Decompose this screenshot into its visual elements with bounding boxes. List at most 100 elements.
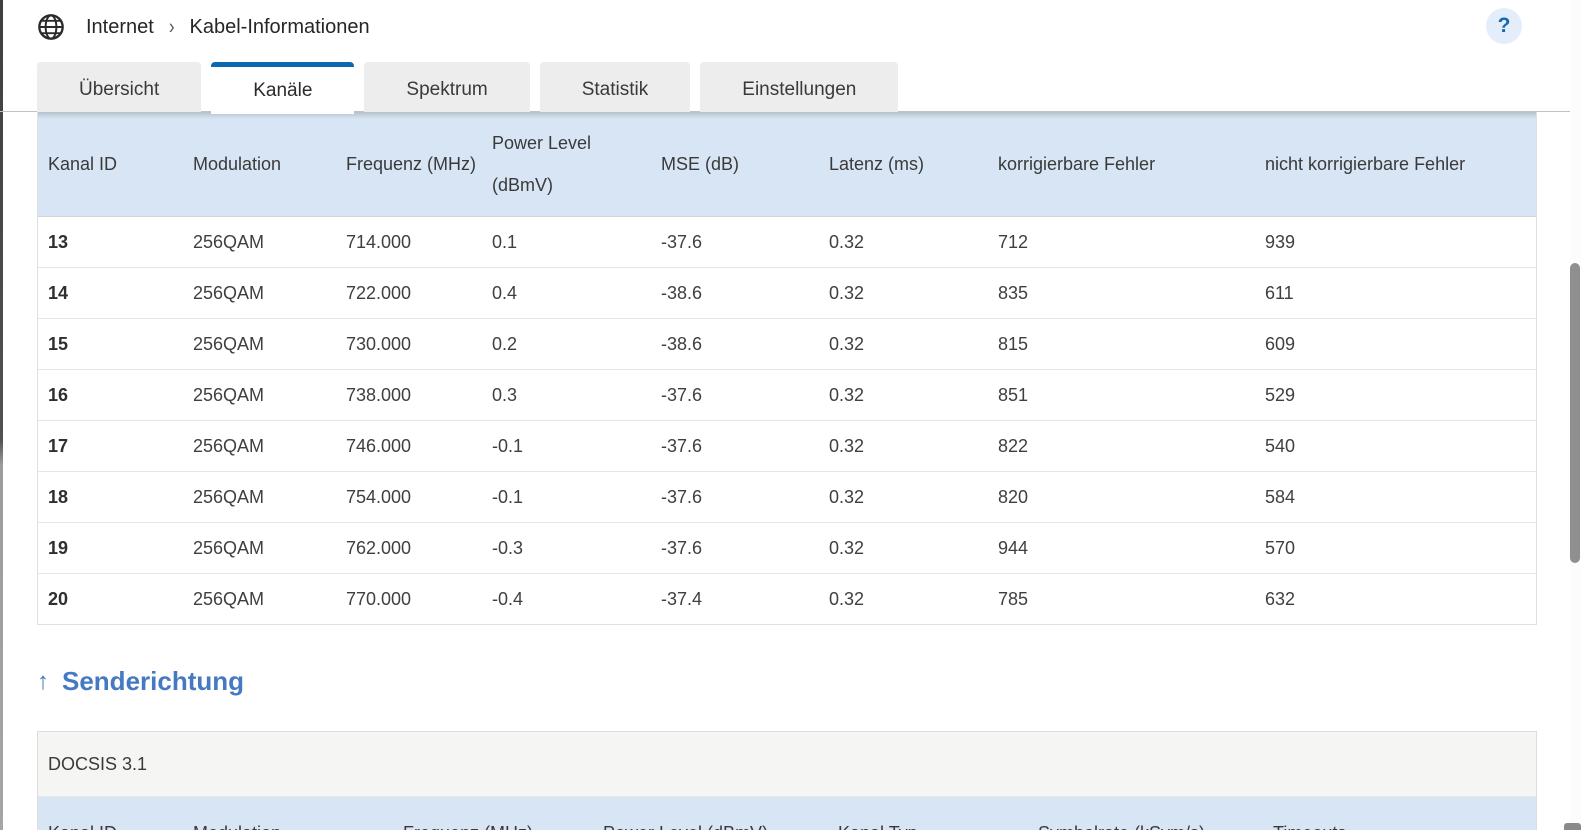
upstream-column-header: Modulation <box>183 797 393 830</box>
tab-spektrum[interactable]: Spektrum <box>364 62 530 112</box>
column-header: Power Level (dBmV) <box>482 112 651 217</box>
table-cell: -0.1 <box>482 471 651 523</box>
table-cell: -37.6 <box>651 216 819 268</box>
scrollbar-bottom-fragment[interactable] <box>1564 823 1581 830</box>
column-header: Frequenz (MHz) <box>336 112 482 217</box>
table-cell: 16 <box>38 369 183 421</box>
table-row: 17 256QAM 746.000 -0.1 -37.6 0.32 822 540 <box>38 420 1536 472</box>
table-cell: 18 <box>38 471 183 523</box>
table-cell: 851 <box>988 369 1255 421</box>
tab-statistik[interactable]: Statistik <box>539 62 691 112</box>
breadcrumb-page-title: Kabel-Informationen <box>189 15 370 38</box>
table-cell: 611 <box>1255 267 1536 319</box>
table-cell: 0.4 <box>482 267 651 319</box>
column-header: Modulation <box>183 112 336 217</box>
table-row: 13 256QAM 714.000 0.1 -37.6 0.32 712 939 <box>38 216 1536 268</box>
table-row: 15 256QAM 730.000 0.2 -38.6 0.32 815 609 <box>38 318 1536 370</box>
table-cell: 762.000 <box>336 522 482 574</box>
table-row: 19 256QAM 762.000 -0.3 -37.6 0.32 944 570 <box>38 522 1536 574</box>
column-header: Kanal ID <box>38 112 183 217</box>
table-cell: -37.6 <box>651 420 819 472</box>
window-left-edge <box>0 0 3 830</box>
table-cell: 712 <box>988 216 1255 268</box>
table-cell: -0.4 <box>482 573 651 624</box>
table-cell: 609 <box>1255 318 1536 370</box>
upstream-column-header: Power Level (dBmV) <box>593 797 828 830</box>
table-cell: 256QAM <box>183 420 336 472</box>
docsis-version-row: DOCSIS 3.1 <box>38 732 1536 797</box>
upstream-column-header: Symbolrate (kSym/s) <box>1028 797 1263 830</box>
table-cell: 835 <box>988 267 1255 319</box>
table-cell: 584 <box>1255 471 1536 523</box>
table-cell: 20 <box>38 573 183 624</box>
up-arrow-icon: ↑ <box>37 667 49 695</box>
downstream-channel-table-container: Kanal ID Modulation Frequenz (MHz) Power Le… <box>37 112 1537 625</box>
internet-globe-icon <box>38 14 64 40</box>
breadcrumb-section[interactable]: Internet <box>86 15 154 38</box>
table-cell: 256QAM <box>183 369 336 421</box>
column-header: korrigierbare Fehler <box>988 112 1255 217</box>
table-cell: 540 <box>1255 420 1536 472</box>
table-cell: 0.3 <box>482 369 651 421</box>
table-cell: 746.000 <box>336 420 482 472</box>
table-cell: 256QAM <box>183 318 336 370</box>
senderichtung-section-toggle[interactable]: ↑ Senderichtung <box>37 666 244 697</box>
column-header: nicht korrigierbare Fehler <box>1255 112 1536 217</box>
table-cell: 19 <box>38 522 183 574</box>
table-cell: 0.32 <box>819 318 988 370</box>
tab-bar: Übersicht Kanäle Spektrum Statistik Einstell… <box>37 62 899 114</box>
table-cell: 0.32 <box>819 369 988 421</box>
table-cell: 0.1 <box>482 216 651 268</box>
table-cell: 14 <box>38 267 183 319</box>
table-cell: 754.000 <box>336 471 482 523</box>
table-cell: 944 <box>988 522 1255 574</box>
table-row: 18 256QAM 754.000 -0.1 -37.6 0.32 820 584 <box>38 471 1536 523</box>
help-button[interactable]: ? <box>1486 8 1522 44</box>
vertical-scrollbar-thumb[interactable] <box>1570 263 1580 563</box>
table-row: 20 256QAM 770.000 -0.4 -37.4 0.32 785 632 <box>38 573 1536 624</box>
table-cell: 730.000 <box>336 318 482 370</box>
table-cell: 632 <box>1255 573 1536 624</box>
table-cell: 0.32 <box>819 267 988 319</box>
table-cell: 714.000 <box>336 216 482 268</box>
upstream-column-header: Frequenz (MHz) <box>393 797 593 830</box>
table-cell: 722.000 <box>336 267 482 319</box>
table-cell: 0.2 <box>482 318 651 370</box>
table-row: 14 256QAM 722.000 0.4 -38.6 0.32 835 611 <box>38 267 1536 319</box>
downstream-channel-table: Kanal ID Modulation Frequenz (MHz) Power Le… <box>38 112 1536 624</box>
table-cell: 939 <box>1255 216 1536 268</box>
table-cell: 570 <box>1255 522 1536 574</box>
column-header: MSE (dB) <box>651 112 819 217</box>
senderichtung-heading: Senderichtung <box>62 666 245 696</box>
column-header: Latenz (ms) <box>819 112 988 217</box>
table-cell: 256QAM <box>183 267 336 319</box>
table-cell: 256QAM <box>183 471 336 523</box>
table-cell: 785 <box>988 573 1255 624</box>
table-cell: 17 <box>38 420 183 472</box>
upstream-column-header: Kanal ID <box>38 797 183 830</box>
tab--bersicht[interactable]: Übersicht <box>37 62 202 112</box>
table-cell: -0.1 <box>482 420 651 472</box>
table-cell: 820 <box>988 471 1255 523</box>
table-cell: 256QAM <box>183 573 336 624</box>
question-mark-icon: ? <box>1497 14 1511 37</box>
table-row: 16 256QAM 738.000 0.3 -37.6 0.32 851 529 <box>38 369 1536 421</box>
upstream-column-header: Timeouts <box>1263 797 1536 830</box>
breadcrumb: Internet › Kabel-Informationen <box>37 10 370 44</box>
table-cell: 529 <box>1255 369 1536 421</box>
table-cell: 256QAM <box>183 522 336 574</box>
table-cell: 815 <box>988 318 1255 370</box>
table-cell: 13 <box>38 216 183 268</box>
table-cell: 0.32 <box>819 420 988 472</box>
docsis-version-label: DOCSIS 3.1 <box>48 753 148 774</box>
table-cell: 0.32 <box>819 216 988 268</box>
tab-einstellungen[interactable]: Einstellungen <box>700 62 899 112</box>
table-cell: 738.000 <box>336 369 482 421</box>
table-cell: -37.6 <box>651 522 819 574</box>
table-cell: -38.6 <box>651 267 819 319</box>
upstream-column-header: Kanal Typ <box>828 797 1028 830</box>
tab-kan-le[interactable]: Kanäle <box>211 62 355 114</box>
